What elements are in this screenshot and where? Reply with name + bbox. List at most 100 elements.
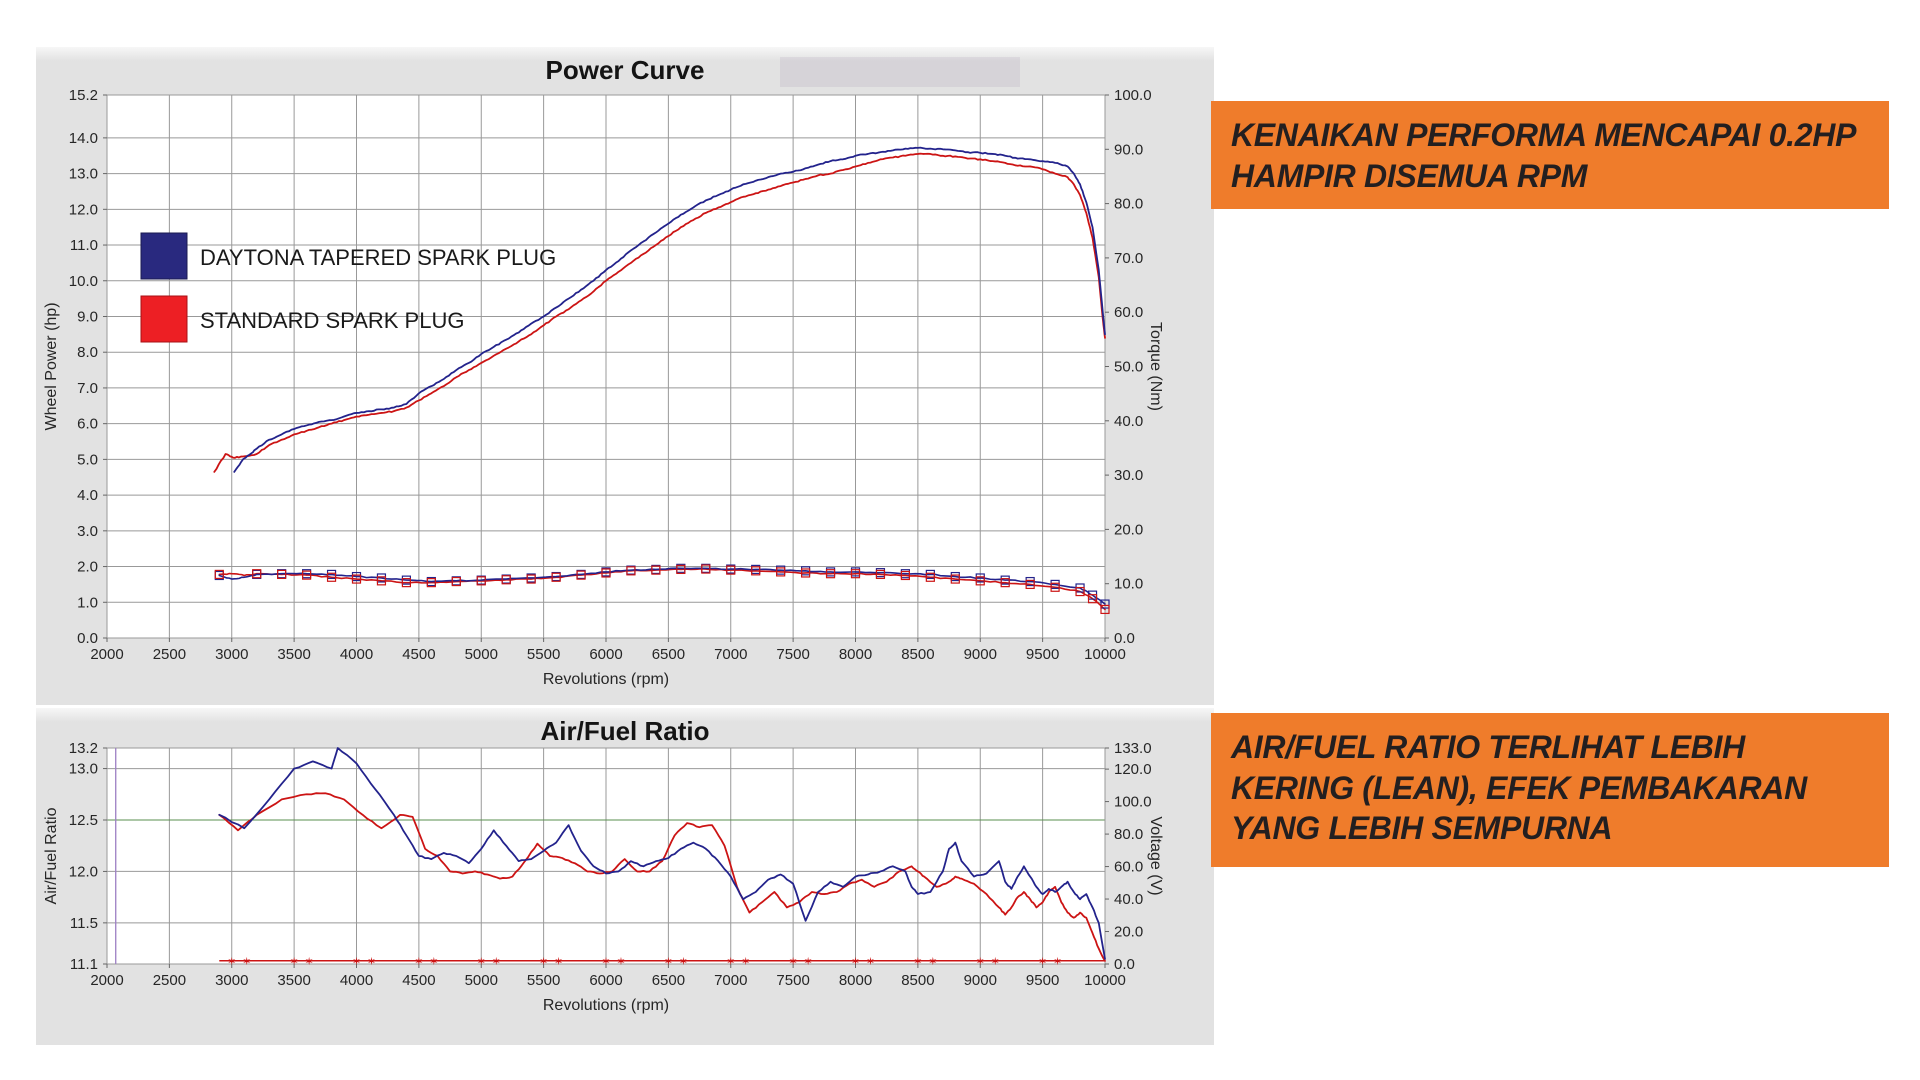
svg-text:✶: ✶ [601,956,610,968]
svg-text:✶: ✶ [227,956,236,968]
svg-text:✶: ✶ [803,956,812,968]
svg-text:4000: 4000 [340,646,373,663]
svg-text:2000: 2000 [90,646,123,663]
svg-text:✶: ✶ [414,956,423,968]
svg-text:80.0: 80.0 [1114,196,1143,213]
svg-text:12.0: 12.0 [69,863,98,880]
svg-text:Revolutions (rpm): Revolutions (rpm) [543,671,669,688]
svg-text:STANDARD SPARK PLUG: STANDARD SPARK PLUG [200,308,464,333]
svg-text:20.0: 20.0 [1114,924,1143,941]
svg-text:✶: ✶ [679,956,688,968]
svg-text:Air/Fuel Ratio: Air/Fuel Ratio [43,807,60,904]
svg-text:✶: ✶ [1038,956,1047,968]
svg-text:9500: 9500 [1026,972,1059,989]
svg-text:✶: ✶ [477,956,486,968]
svg-text:133.0: 133.0 [1114,740,1152,757]
svg-text:9000: 9000 [964,972,997,989]
svg-text:20.0: 20.0 [1114,521,1143,538]
svg-text:3000: 3000 [215,972,248,989]
svg-text:2500: 2500 [153,972,186,989]
svg-text:0.0: 0.0 [1114,956,1135,973]
svg-text:100.0: 100.0 [1114,794,1152,811]
svg-text:3500: 3500 [277,972,310,989]
svg-text:6500: 6500 [652,972,685,989]
svg-text:✶: ✶ [304,956,313,968]
svg-text:✶: ✶ [367,956,376,968]
svg-text:100.0: 100.0 [1114,87,1152,104]
svg-text:8.0: 8.0 [77,344,98,361]
svg-text:✶: ✶ [913,956,922,968]
svg-text:✶: ✶ [429,956,438,968]
svg-text:120.0: 120.0 [1114,761,1152,778]
svg-text:✶: ✶ [554,956,563,968]
svg-text:✶: ✶ [928,956,937,968]
svg-text:✶: ✶ [492,956,501,968]
svg-text:80.0: 80.0 [1114,826,1143,843]
svg-text:✶: ✶ [664,956,673,968]
svg-text:Wheel Power (hp): Wheel Power (hp) [43,302,60,430]
svg-text:✶: ✶ [726,956,735,968]
svg-text:✶: ✶ [290,956,299,968]
svg-text:5500: 5500 [527,646,560,663]
svg-text:3500: 3500 [277,646,310,663]
svg-text:✶: ✶ [616,956,625,968]
svg-text:7500: 7500 [776,972,809,989]
svg-text:DAYTONA TAPERED SPARK PLUG: DAYTONA TAPERED SPARK PLUG [200,245,556,270]
svg-text:60.0: 60.0 [1114,859,1143,876]
svg-text:✶: ✶ [789,956,798,968]
svg-text:✶: ✶ [352,956,361,968]
svg-text:7.0: 7.0 [77,380,98,397]
svg-text:8500: 8500 [901,972,934,989]
svg-text:5.0: 5.0 [77,451,98,468]
svg-text:3.0: 3.0 [77,523,98,540]
svg-text:14.0: 14.0 [69,130,98,147]
svg-text:13.2: 13.2 [69,740,98,757]
svg-text:8500: 8500 [901,646,934,663]
svg-text:8000: 8000 [839,972,872,989]
svg-text:5000: 5000 [465,646,498,663]
svg-text:2000: 2000 [90,972,123,989]
svg-text:✶: ✶ [741,956,750,968]
svg-text:11.0: 11.0 [70,237,98,254]
svg-text:8000: 8000 [839,646,872,663]
svg-text:✶: ✶ [991,956,1000,968]
svg-text:✶: ✶ [242,956,251,968]
svg-text:7500: 7500 [776,646,809,663]
svg-text:7000: 7000 [714,646,747,663]
svg-text:50.0: 50.0 [1114,359,1143,376]
svg-text:13.0: 13.0 [69,166,98,183]
svg-text:9000: 9000 [964,646,997,663]
svg-text:1.0: 1.0 [77,594,98,611]
svg-text:3000: 3000 [215,646,248,663]
svg-text:✶: ✶ [539,956,548,968]
svg-text:Voltage (V): Voltage (V) [1147,816,1164,895]
svg-text:✶: ✶ [976,956,985,968]
svg-text:7000: 7000 [714,972,747,989]
svg-text:6.0: 6.0 [77,416,98,433]
svg-text:40.0: 40.0 [1114,413,1143,430]
svg-text:10000: 10000 [1084,972,1126,989]
svg-text:12.0: 12.0 [69,201,98,218]
svg-text:9.0: 9.0 [77,308,98,325]
svg-text:4.0: 4.0 [77,487,98,504]
svg-text:✶: ✶ [851,956,860,968]
svg-text:40.0: 40.0 [1114,891,1143,908]
svg-text:Revolutions (rpm): Revolutions (rpm) [543,997,669,1014]
svg-text:60.0: 60.0 [1114,304,1143,321]
svg-text:15.2: 15.2 [69,87,98,104]
svg-text:11.1: 11.1 [70,956,98,973]
svg-text:5500: 5500 [527,972,560,989]
svg-text:2.0: 2.0 [77,559,98,576]
svg-text:0.0: 0.0 [77,630,98,647]
svg-text:2500: 2500 [153,646,186,663]
svg-text:Torque (Nm): Torque (Nm) [1147,322,1164,411]
svg-text:6000: 6000 [589,972,622,989]
svg-text:0.0: 0.0 [1114,630,1135,647]
svg-text:9500: 9500 [1026,646,1059,663]
svg-text:10.0: 10.0 [1114,576,1143,593]
svg-text:10000: 10000 [1084,646,1126,663]
svg-text:4500: 4500 [402,646,435,663]
svg-text:✶: ✶ [1053,956,1062,968]
svg-text:90.0: 90.0 [1114,141,1143,158]
svg-text:10.0: 10.0 [69,273,98,290]
